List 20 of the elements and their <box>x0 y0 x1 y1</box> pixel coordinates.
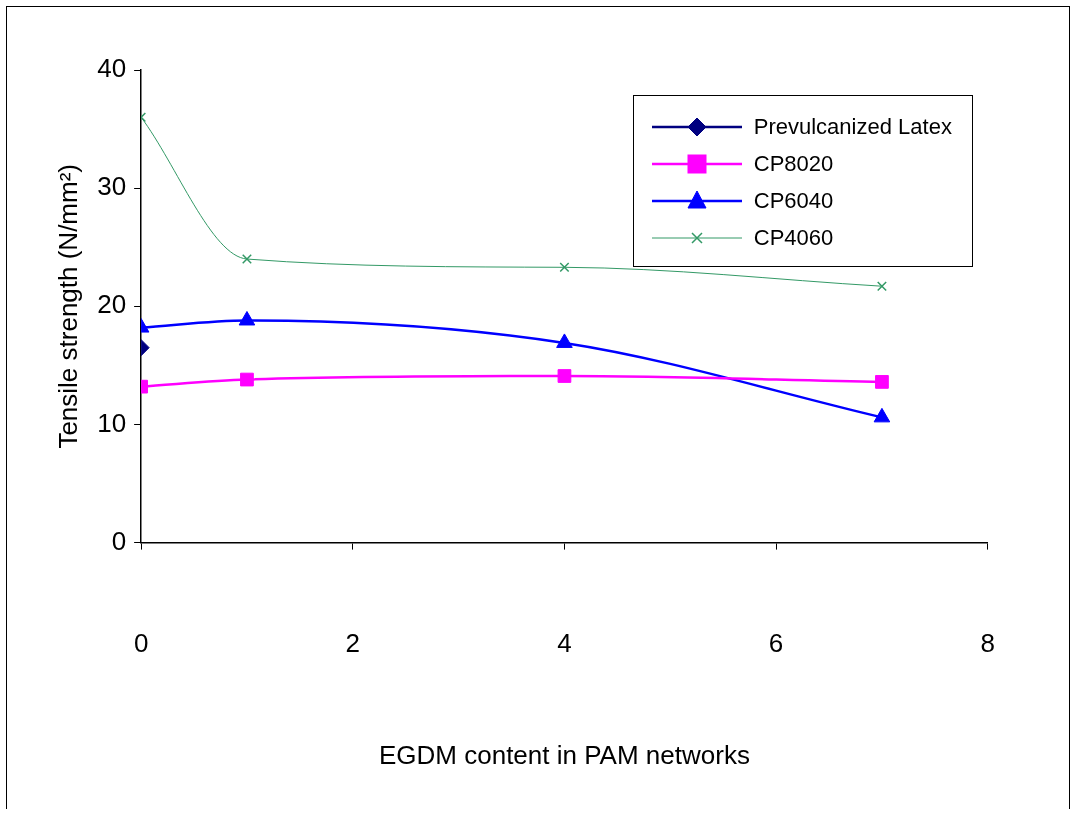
legend-label: CP6040 <box>753 187 834 214</box>
y-tick-label: 20 <box>97 289 127 320</box>
legend-label: Prevulcanized Latex <box>753 113 952 140</box>
x-tick-label: 0 <box>133 628 149 659</box>
legend-label: CP4060 <box>753 224 834 251</box>
point <box>559 262 570 273</box>
y-tick-label: 0 <box>111 525 127 556</box>
x-tick-label: 4 <box>557 628 572 659</box>
legend-label: CP8020 <box>753 150 834 177</box>
x-tick-label: 2 <box>345 628 361 659</box>
x-tick-label: 8 <box>980 628 995 659</box>
y-axis-title: Tensile strength (N/mm²) <box>52 163 83 449</box>
point <box>875 375 889 389</box>
y-tick-label: 40 <box>97 53 127 84</box>
point <box>876 281 887 292</box>
x-tick-label: 6 <box>768 628 784 659</box>
y-tick-label: 10 <box>97 407 127 438</box>
x-axis-title: EGDM content in PAM networks <box>379 739 750 770</box>
y-tick-label: 30 <box>97 171 127 202</box>
point <box>557 369 572 383</box>
